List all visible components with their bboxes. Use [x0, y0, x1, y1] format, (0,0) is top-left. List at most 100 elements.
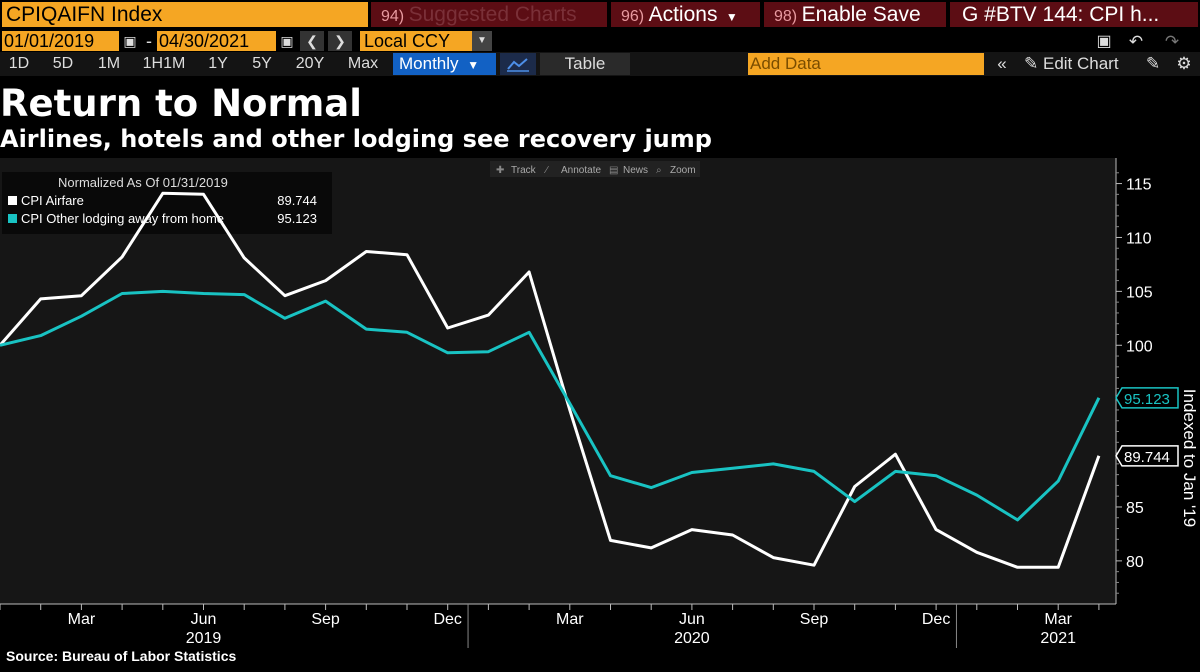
line-chart[interactable]: ✚ Track ∕ Annotate ▤ News ⌕ Zoom Normali… — [0, 158, 1200, 648]
y-axis-label: Indexed to Jan '19 — [1180, 389, 1199, 527]
x-month-label: Mar — [68, 611, 96, 628]
line-chart-icon[interactable] — [500, 53, 536, 75]
source-note: Source: Bureau of Labor Statistics — [6, 648, 237, 664]
screen-icon[interactable]: ▣ — [1096, 33, 1112, 50]
x-month-label: Dec — [922, 611, 950, 628]
track-tool[interactable]: Track — [511, 165, 537, 176]
actions-number: 96) — [621, 8, 645, 25]
legend-value-airfare: 89.744 — [277, 193, 317, 208]
currency-select[interactable]: Local CCY — [360, 31, 472, 51]
timeframe-1y[interactable]: 1Y — [208, 55, 228, 72]
chevron-down-icon: ▼ — [725, 10, 738, 24]
start-date-field[interactable]: 01/01/2019 — [2, 31, 119, 51]
y-axis: 80 85 100 105 110 115 — [1116, 172, 1153, 594]
x-year-label: 2020 — [674, 630, 710, 647]
legend-label-airfare: CPI Airfare — [21, 193, 84, 208]
timeframe-1d[interactable]: 1D — [8, 55, 30, 72]
timeframe-1h1m[interactable]: 1H1M — [142, 55, 186, 72]
last-value-box — [1115, 445, 1179, 467]
suggested-charts-button[interactable]: 94) Suggested Charts — [371, 2, 607, 27]
legend-swatch-lodging — [8, 214, 17, 223]
chevron-right-icon[interactable]: ❯ — [328, 31, 352, 51]
last-value-lodging: 95.123 — [1115, 387, 1179, 409]
track-icon[interactable]: ✚ — [496, 165, 504, 176]
last-value-box — [1115, 387, 1179, 409]
date-separator: - — [146, 31, 152, 51]
top-command-bar: CPIQAIFN Index 94) Suggested Charts 96) … — [0, 0, 1200, 29]
annotate-icon[interactable]: ∕ — [543, 165, 549, 176]
x-month-label: Sep — [311, 611, 340, 628]
series-group — [0, 191, 1101, 569]
lodging-line[interactable] — [0, 289, 1101, 522]
annotate-tool[interactable]: Annotate — [561, 165, 601, 176]
line-chart-icon-graphic — [507, 58, 529, 72]
zoom-tool[interactable]: Zoom — [670, 165, 696, 176]
legend: Normalized As Of 01/31/2019 CPI Airfare … — [2, 172, 332, 234]
y-tick-label: 80 — [1126, 554, 1144, 571]
period-select[interactable]: Monthly ▼ — [393, 53, 496, 75]
calendar-icon[interactable]: ▣ — [123, 33, 137, 49]
x-year-label: 2019 — [186, 630, 222, 647]
enable-save-number: 98) — [774, 8, 798, 25]
legend-header: Normalized As Of 01/31/2019 — [58, 175, 228, 190]
y-tick-label: 100 — [1126, 338, 1153, 355]
undo-icon[interactable]: ↶ — [1128, 32, 1144, 51]
x-year-label: 2021 — [1040, 630, 1076, 647]
enable-save-label: Enable Save — [801, 3, 921, 26]
legend-box — [2, 172, 332, 234]
legend-swatch-airfare — [8, 196, 17, 205]
timeframe-5y[interactable]: 5Y — [252, 55, 272, 72]
chevron-down-icon[interactable]: ▼ — [472, 31, 492, 51]
chart-headline: Return to Normal — [0, 82, 362, 125]
pencil-icon: ✎ — [1024, 54, 1039, 73]
edit-draw-icon[interactable]: ✎ — [1145, 54, 1161, 73]
x-month-label: Sep — [800, 611, 829, 628]
timeframe-max[interactable]: Max — [347, 55, 379, 72]
chart-tools: ✚ Track ∕ Annotate ▤ News ⌕ Zoom — [490, 161, 700, 177]
actions-label: Actions — [648, 3, 718, 26]
suggested-charts-label: Suggested Charts — [408, 3, 577, 26]
timeframe-1m[interactable]: 1M — [97, 55, 121, 72]
collapse-icon[interactable]: « — [997, 54, 1007, 73]
x-axis: Mar Jun Sep Dec Mar Jun Sep Dec Mar 2019 2020 2021 — [0, 604, 1100, 648]
actions-button[interactable]: 96) Actions ▼ — [611, 2, 760, 27]
ticker-field[interactable]: CPIQAIFN Index — [2, 2, 368, 27]
suggested-charts-number: 94) — [381, 8, 405, 25]
zoom-icon[interactable]: ⌕ — [656, 165, 662, 176]
x-month-label: Jun — [679, 611, 705, 628]
edit-chart-button[interactable]: ✎ Edit Chart — [1024, 53, 1136, 75]
end-date-field[interactable]: 04/30/2021 — [157, 31, 276, 51]
timeframe-20y[interactable]: 20Y — [295, 55, 325, 72]
y-tick-label: 105 — [1126, 284, 1153, 301]
x-month-label: Mar — [556, 611, 584, 628]
last-value-airfare: 89.744 — [1115, 445, 1179, 467]
date-range-bar: 01/01/2019 ▣ - 04/30/2021 ▣ ❮ ❯ Local CC… — [0, 29, 1200, 52]
chevron-left-icon[interactable]: ❮ — [300, 31, 324, 51]
legend-label-lodging: CPI Other lodging away from home — [21, 211, 224, 226]
chevron-down-icon: ▼ — [467, 58, 480, 72]
x-month-label: Dec — [433, 611, 461, 628]
add-data-input[interactable]: Add Data — [748, 53, 984, 75]
enable-save-button[interactable]: 98) Enable Save — [764, 2, 946, 27]
table-button[interactable]: Table — [540, 53, 630, 75]
chart-name-field[interactable]: G #BTV 144: CPI h... — [950, 2, 1198, 27]
legend-value-lodging: 95.123 — [277, 211, 317, 226]
airfare-line[interactable] — [0, 191, 1101, 569]
gear-icon[interactable]: ⚙ — [1176, 54, 1192, 73]
period-label: Monthly — [399, 54, 459, 73]
news-icon[interactable]: ▤ — [609, 165, 618, 176]
x-month-label: Jun — [191, 611, 217, 628]
redo-icon[interactable]: ↷ — [1164, 32, 1180, 51]
right-axis-area — [1116, 158, 1200, 604]
news-tool[interactable]: News — [623, 165, 648, 176]
chart-subheadline: Airlines, hotels and other lodging see r… — [0, 125, 712, 153]
timeframe-5d[interactable]: 5D — [52, 55, 74, 72]
last-value-text: 95.123 — [1124, 391, 1170, 408]
y-tick-label: 85 — [1126, 500, 1144, 517]
last-value-text: 89.744 — [1124, 449, 1170, 466]
y-tick-label: 110 — [1126, 230, 1152, 247]
calendar-icon[interactable]: ▣ — [280, 33, 294, 49]
y-tick-label: 115 — [1126, 177, 1152, 194]
edit-chart-label: Edit Chart — [1042, 54, 1119, 73]
last-value-labels: 89.744 95.123 — [1115, 387, 1179, 467]
